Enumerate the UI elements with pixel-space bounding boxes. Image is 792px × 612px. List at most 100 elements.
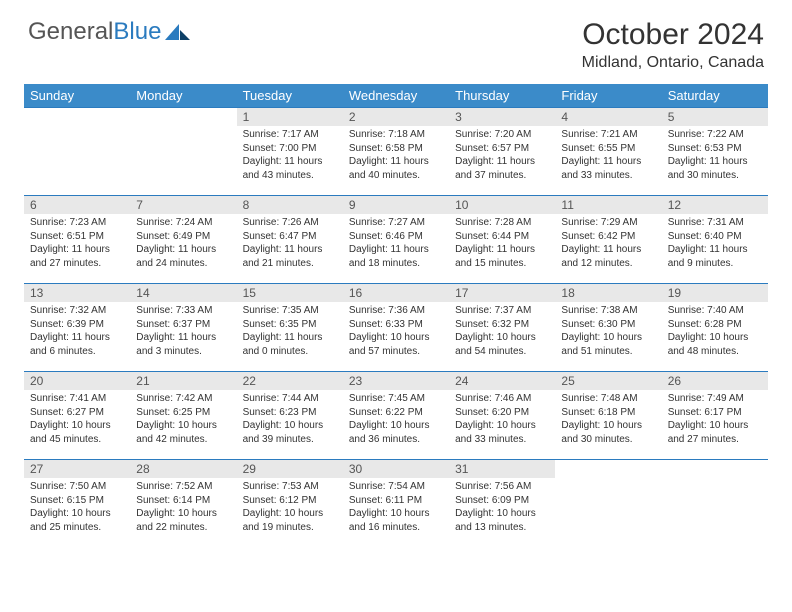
day-cell: 20Sunrise: 7:41 AMSunset: 6:27 PMDayligh… bbox=[24, 372, 130, 460]
week-row: 20Sunrise: 7:41 AMSunset: 6:27 PMDayligh… bbox=[24, 372, 768, 460]
logo-text-blue: Blue bbox=[113, 18, 161, 46]
day-number: 18 bbox=[555, 284, 661, 302]
day-cell: 8Sunrise: 7:26 AMSunset: 6:47 PMDaylight… bbox=[237, 196, 343, 284]
day-details: Sunrise: 7:41 AMSunset: 6:27 PMDaylight:… bbox=[24, 390, 130, 450]
day-header: Thursday bbox=[449, 84, 555, 108]
day-number: 13 bbox=[24, 284, 130, 302]
day-details: Sunrise: 7:21 AMSunset: 6:55 PMDaylight:… bbox=[555, 126, 661, 186]
day-number: 21 bbox=[130, 372, 236, 390]
day-details: Sunrise: 7:49 AMSunset: 6:17 PMDaylight:… bbox=[662, 390, 768, 450]
day-number: 10 bbox=[449, 196, 555, 214]
day-header: Tuesday bbox=[237, 84, 343, 108]
title-block: October 2024 Midland, Ontario, Canada bbox=[582, 18, 764, 72]
day-number: 2 bbox=[343, 108, 449, 126]
day-cell: 2Sunrise: 7:18 AMSunset: 6:58 PMDaylight… bbox=[343, 108, 449, 196]
day-cell: 22Sunrise: 7:44 AMSunset: 6:23 PMDayligh… bbox=[237, 372, 343, 460]
day-number: 9 bbox=[343, 196, 449, 214]
day-number: 3 bbox=[449, 108, 555, 126]
day-details: Sunrise: 7:53 AMSunset: 6:12 PMDaylight:… bbox=[237, 478, 343, 538]
day-details: Sunrise: 7:40 AMSunset: 6:28 PMDaylight:… bbox=[662, 302, 768, 362]
day-details: Sunrise: 7:33 AMSunset: 6:37 PMDaylight:… bbox=[130, 302, 236, 362]
day-details: Sunrise: 7:46 AMSunset: 6:20 PMDaylight:… bbox=[449, 390, 555, 450]
day-header: Wednesday bbox=[343, 84, 449, 108]
day-details: Sunrise: 7:52 AMSunset: 6:14 PMDaylight:… bbox=[130, 478, 236, 538]
day-cell: 12Sunrise: 7:31 AMSunset: 6:40 PMDayligh… bbox=[662, 196, 768, 284]
day-details: Sunrise: 7:37 AMSunset: 6:32 PMDaylight:… bbox=[449, 302, 555, 362]
day-details: Sunrise: 7:44 AMSunset: 6:23 PMDaylight:… bbox=[237, 390, 343, 450]
day-cell: 27Sunrise: 7:50 AMSunset: 6:15 PMDayligh… bbox=[24, 460, 130, 548]
day-cell: 7Sunrise: 7:24 AMSunset: 6:49 PMDaylight… bbox=[130, 196, 236, 284]
day-cell: 14Sunrise: 7:33 AMSunset: 6:37 PMDayligh… bbox=[130, 284, 236, 372]
week-row: 13Sunrise: 7:32 AMSunset: 6:39 PMDayligh… bbox=[24, 284, 768, 372]
day-details: Sunrise: 7:36 AMSunset: 6:33 PMDaylight:… bbox=[343, 302, 449, 362]
day-header: Sunday bbox=[24, 84, 130, 108]
day-number: 14 bbox=[130, 284, 236, 302]
day-number: 5 bbox=[662, 108, 768, 126]
logo: GeneralBlue bbox=[28, 18, 191, 46]
day-cell: 17Sunrise: 7:37 AMSunset: 6:32 PMDayligh… bbox=[449, 284, 555, 372]
day-number: 17 bbox=[449, 284, 555, 302]
day-details: Sunrise: 7:42 AMSunset: 6:25 PMDaylight:… bbox=[130, 390, 236, 450]
day-cell: 31Sunrise: 7:56 AMSunset: 6:09 PMDayligh… bbox=[449, 460, 555, 548]
day-header-row: SundayMondayTuesdayWednesdayThursdayFrid… bbox=[24, 84, 768, 108]
day-number: 30 bbox=[343, 460, 449, 478]
day-details: Sunrise: 7:17 AMSunset: 7:00 PMDaylight:… bbox=[237, 126, 343, 186]
day-number: 26 bbox=[662, 372, 768, 390]
day-number: 25 bbox=[555, 372, 661, 390]
day-number: 4 bbox=[555, 108, 661, 126]
day-number: 12 bbox=[662, 196, 768, 214]
day-number: 20 bbox=[24, 372, 130, 390]
day-details: Sunrise: 7:18 AMSunset: 6:58 PMDaylight:… bbox=[343, 126, 449, 186]
day-number: 16 bbox=[343, 284, 449, 302]
day-details: Sunrise: 7:50 AMSunset: 6:15 PMDaylight:… bbox=[24, 478, 130, 538]
day-details: Sunrise: 7:22 AMSunset: 6:53 PMDaylight:… bbox=[662, 126, 768, 186]
day-cell: 13Sunrise: 7:32 AMSunset: 6:39 PMDayligh… bbox=[24, 284, 130, 372]
day-header: Saturday bbox=[662, 84, 768, 108]
day-cell: 15Sunrise: 7:35 AMSunset: 6:35 PMDayligh… bbox=[237, 284, 343, 372]
day-cell bbox=[662, 460, 768, 548]
month-title: October 2024 bbox=[582, 18, 764, 52]
day-number: 8 bbox=[237, 196, 343, 214]
day-cell: 25Sunrise: 7:48 AMSunset: 6:18 PMDayligh… bbox=[555, 372, 661, 460]
day-cell: 3Sunrise: 7:20 AMSunset: 6:57 PMDaylight… bbox=[449, 108, 555, 196]
day-number: 1 bbox=[237, 108, 343, 126]
day-details: Sunrise: 7:35 AMSunset: 6:35 PMDaylight:… bbox=[237, 302, 343, 362]
logo-text-gray: General bbox=[28, 18, 113, 46]
day-details: Sunrise: 7:38 AMSunset: 6:30 PMDaylight:… bbox=[555, 302, 661, 362]
day-cell: 10Sunrise: 7:28 AMSunset: 6:44 PMDayligh… bbox=[449, 196, 555, 284]
day-cell: 5Sunrise: 7:22 AMSunset: 6:53 PMDaylight… bbox=[662, 108, 768, 196]
day-details: Sunrise: 7:23 AMSunset: 6:51 PMDaylight:… bbox=[24, 214, 130, 274]
day-header: Friday bbox=[555, 84, 661, 108]
logo-sail-icon bbox=[165, 22, 191, 42]
day-cell: 28Sunrise: 7:52 AMSunset: 6:14 PMDayligh… bbox=[130, 460, 236, 548]
day-details: Sunrise: 7:32 AMSunset: 6:39 PMDaylight:… bbox=[24, 302, 130, 362]
day-number: 6 bbox=[24, 196, 130, 214]
day-details: Sunrise: 7:26 AMSunset: 6:47 PMDaylight:… bbox=[237, 214, 343, 274]
day-header: Monday bbox=[130, 84, 236, 108]
week-row: 6Sunrise: 7:23 AMSunset: 6:51 PMDaylight… bbox=[24, 196, 768, 284]
day-details: Sunrise: 7:24 AMSunset: 6:49 PMDaylight:… bbox=[130, 214, 236, 274]
day-details: Sunrise: 7:31 AMSunset: 6:40 PMDaylight:… bbox=[662, 214, 768, 274]
day-cell: 29Sunrise: 7:53 AMSunset: 6:12 PMDayligh… bbox=[237, 460, 343, 548]
day-number: 27 bbox=[24, 460, 130, 478]
week-row: 1Sunrise: 7:17 AMSunset: 7:00 PMDaylight… bbox=[24, 108, 768, 196]
day-number: 23 bbox=[343, 372, 449, 390]
day-number: 11 bbox=[555, 196, 661, 214]
day-cell: 23Sunrise: 7:45 AMSunset: 6:22 PMDayligh… bbox=[343, 372, 449, 460]
day-number: 7 bbox=[130, 196, 236, 214]
day-number: 15 bbox=[237, 284, 343, 302]
day-number: 22 bbox=[237, 372, 343, 390]
day-number: 29 bbox=[237, 460, 343, 478]
day-cell: 19Sunrise: 7:40 AMSunset: 6:28 PMDayligh… bbox=[662, 284, 768, 372]
day-cell bbox=[24, 108, 130, 196]
day-details: Sunrise: 7:54 AMSunset: 6:11 PMDaylight:… bbox=[343, 478, 449, 538]
day-number: 31 bbox=[449, 460, 555, 478]
day-cell bbox=[130, 108, 236, 196]
day-cell: 26Sunrise: 7:49 AMSunset: 6:17 PMDayligh… bbox=[662, 372, 768, 460]
location: Midland, Ontario, Canada bbox=[582, 54, 764, 72]
day-cell: 16Sunrise: 7:36 AMSunset: 6:33 PMDayligh… bbox=[343, 284, 449, 372]
day-cell: 9Sunrise: 7:27 AMSunset: 6:46 PMDaylight… bbox=[343, 196, 449, 284]
day-cell: 18Sunrise: 7:38 AMSunset: 6:30 PMDayligh… bbox=[555, 284, 661, 372]
calendar-table: SundayMondayTuesdayWednesdayThursdayFrid… bbox=[24, 84, 768, 548]
day-details: Sunrise: 7:56 AMSunset: 6:09 PMDaylight:… bbox=[449, 478, 555, 538]
